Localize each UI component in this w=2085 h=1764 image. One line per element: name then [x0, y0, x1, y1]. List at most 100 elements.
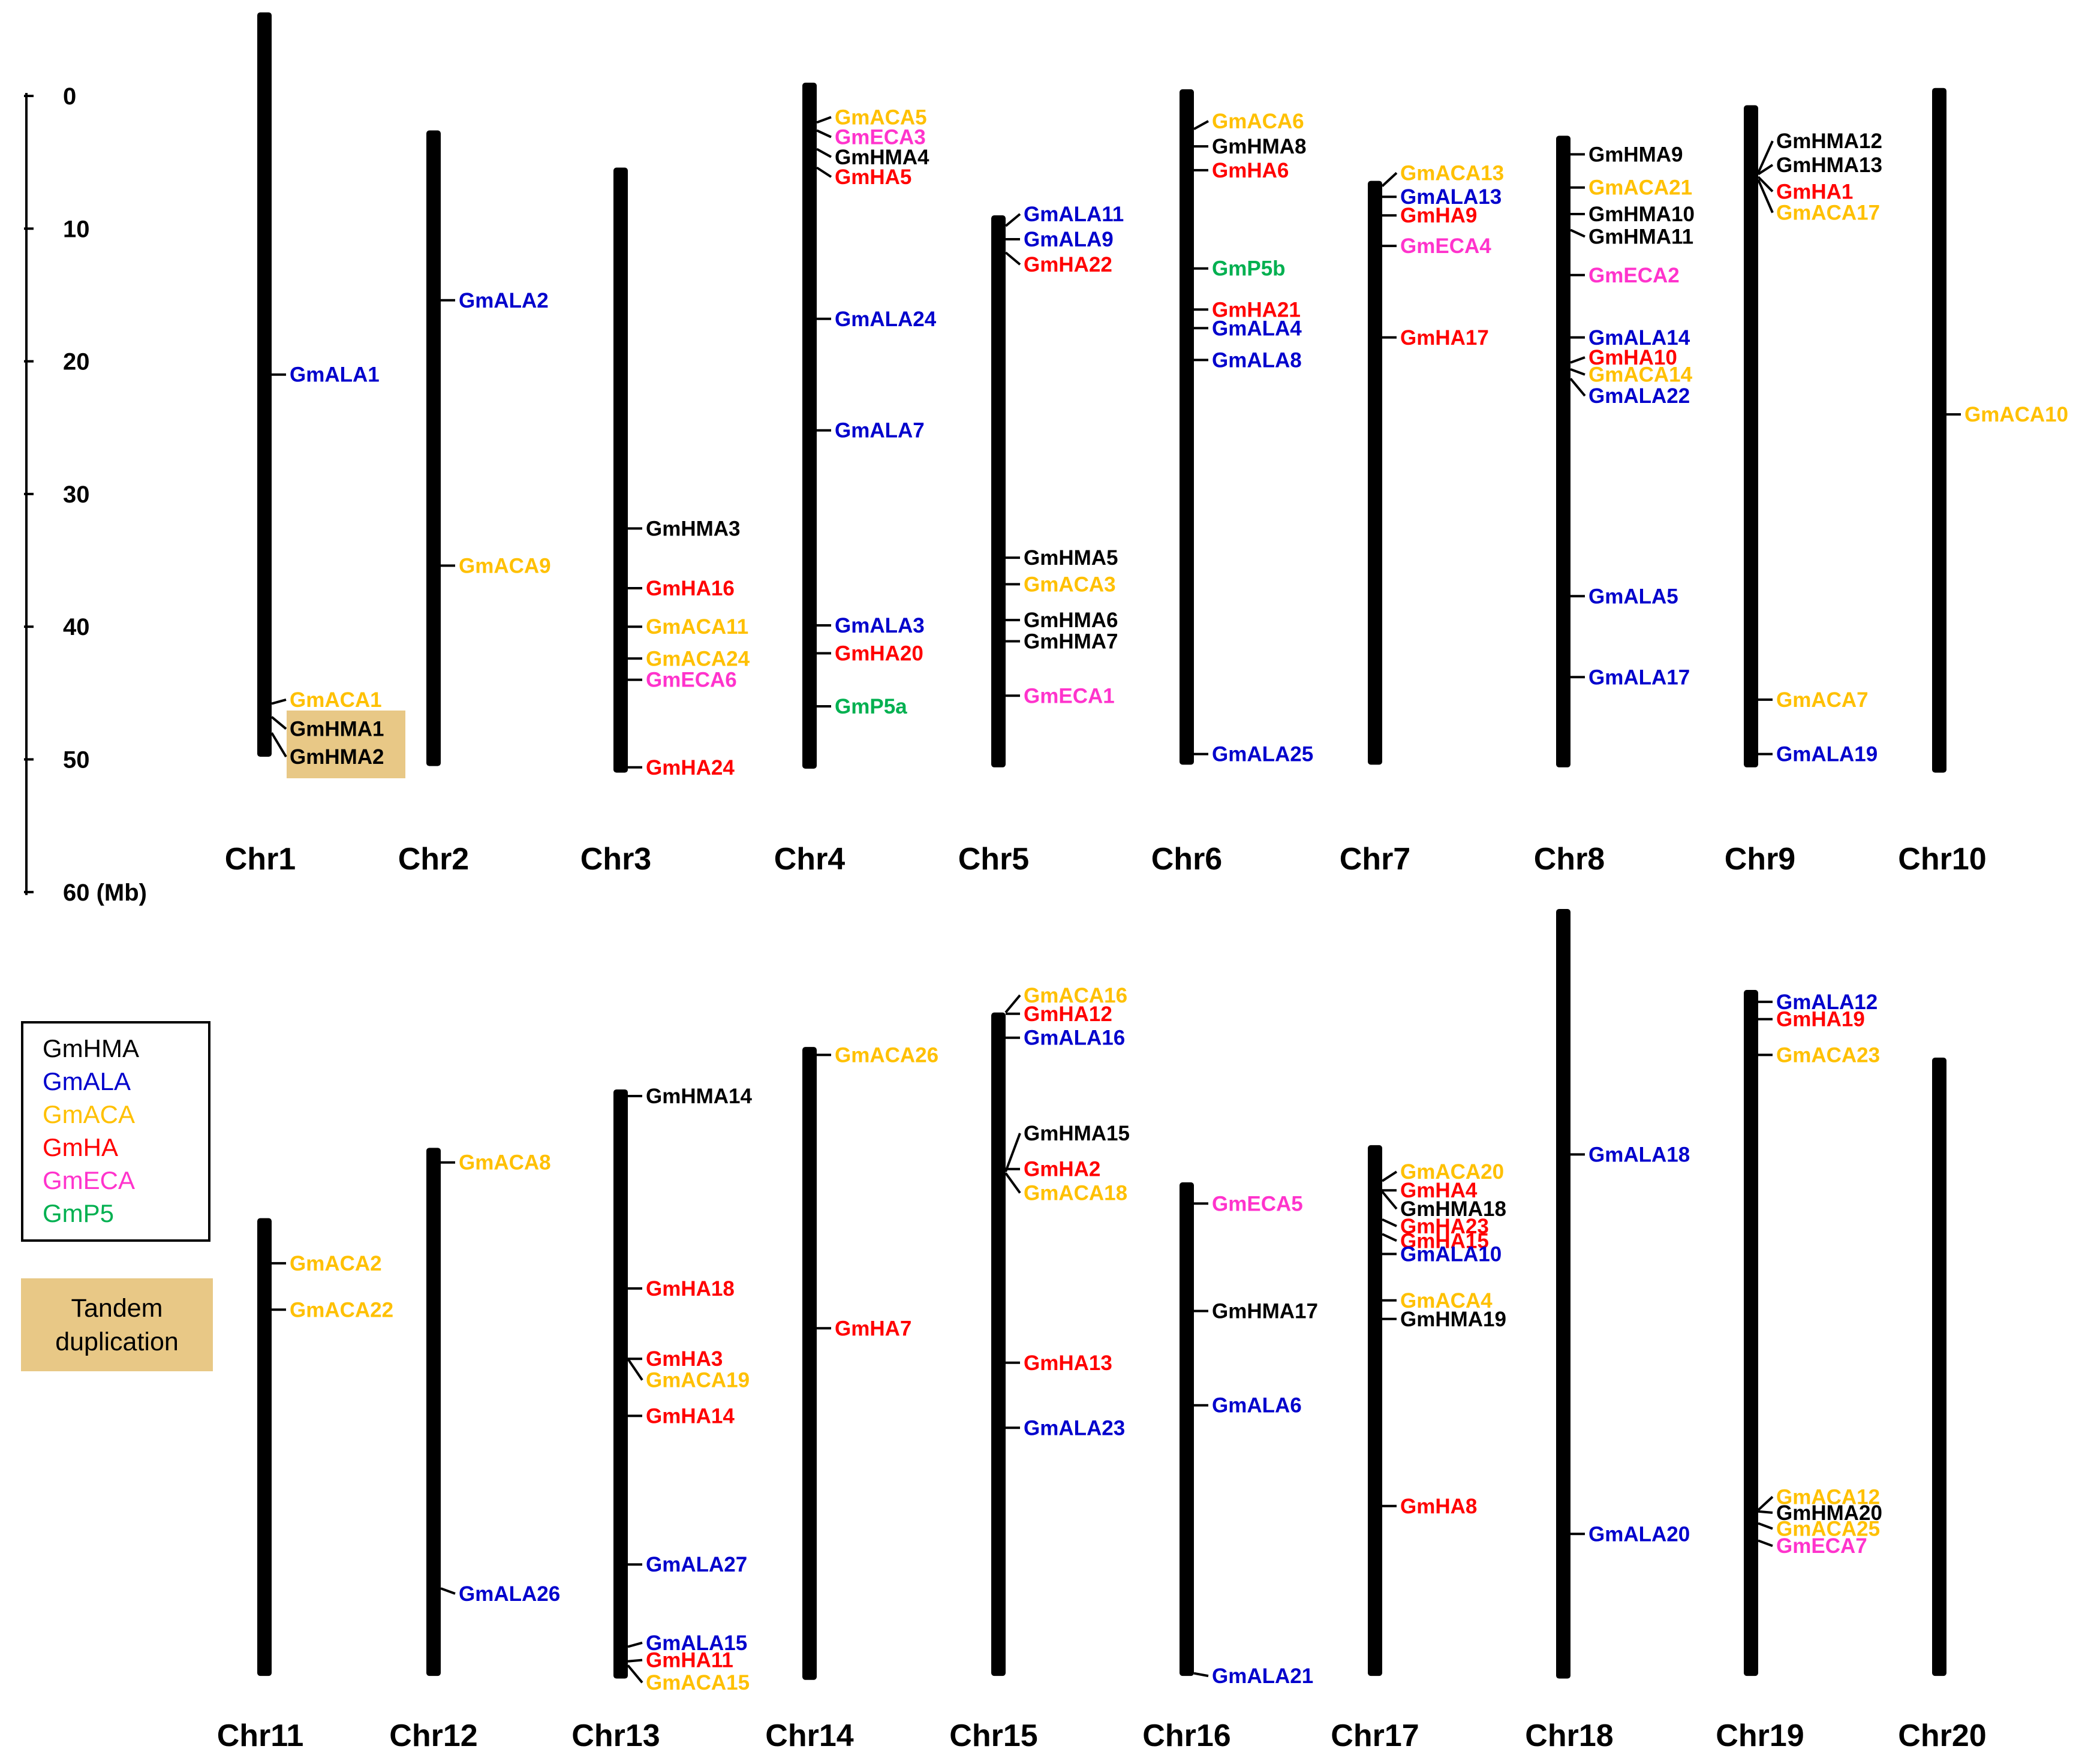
gene-label: GmHMA13 — [1776, 153, 1882, 177]
gene-label: GmALA23 — [1024, 1416, 1125, 1440]
gene-label: GmHA4 — [1400, 1179, 1478, 1202]
chromosome-bar — [426, 1148, 441, 1676]
gene-label: GmHA18 — [646, 1277, 735, 1301]
gene-label: GmALA18 — [1588, 1143, 1690, 1166]
gene-label: GmALA17 — [1588, 666, 1690, 689]
gene-label: GmACA7 — [1776, 688, 1869, 712]
gene-label: GmALA9 — [1024, 228, 1114, 251]
chromosome-bar — [1744, 989, 1758, 1676]
legend-item-p5: GmP5 — [43, 1199, 115, 1227]
gene-label: GmACA10 — [1964, 403, 2068, 426]
chromosome-label: Chr14 — [765, 1718, 853, 1753]
gene-label: GmACA8 — [459, 1151, 551, 1175]
gene-label: GmACA1 — [290, 688, 382, 712]
chromosome-label: Chr17 — [1331, 1718, 1419, 1753]
gene-label: GmHMA5 — [1024, 546, 1118, 570]
chromosome-label: Chr12 — [389, 1718, 477, 1753]
gene-tick — [1381, 1170, 1398, 1182]
gene-label: GmALA8 — [1212, 348, 1302, 372]
chromosome-chr12: Chr12 GmACA8 GmALA26 — [389, 1148, 560, 1753]
gene-tick — [1381, 1191, 1398, 1210]
legend-item-ala: GmALA — [43, 1067, 131, 1095]
gene-label: GmHMA15 — [1024, 1122, 1130, 1145]
chromosome-chr20: Chr20 — [1898, 1057, 1987, 1753]
gene-label: GmHA19 — [1776, 1008, 1865, 1031]
gene-label: GmHMA17 — [1212, 1300, 1318, 1323]
chromosome-label: Chr3 — [580, 842, 651, 877]
gene-label: GmECA5 — [1212, 1192, 1303, 1215]
tandem-highlight — [287, 711, 405, 778]
gene-label: GmHA8 — [1400, 1495, 1477, 1518]
chromosome-bar — [613, 1089, 628, 1679]
gene-label: GmP5b — [1212, 257, 1286, 281]
gene-label: GmHA2 — [1024, 1158, 1100, 1181]
gene-tick — [816, 129, 832, 139]
chromosome-chr19: Chr19GmALA12GmHA19GmACA23GmACA12GmHMA20G… — [1716, 989, 1882, 1753]
gene-tick — [627, 1664, 643, 1684]
gene-tick — [816, 147, 832, 158]
gene-label: GmACA3 — [1024, 573, 1116, 596]
gene-tick — [1570, 356, 1585, 364]
chromosome-chr1: Chr1 GmALA1 GmACA1 GmHMA1 GmHMA2 — [225, 12, 384, 877]
gene-label: GmHMA4 — [835, 146, 929, 169]
gene-label: GmACA23 — [1776, 1043, 1880, 1067]
gene-tick — [816, 166, 832, 178]
chromosome-label: Chr15 — [949, 1718, 1037, 1753]
gene-tick — [1569, 378, 1586, 397]
gene-label: GmHMA19 — [1400, 1308, 1506, 1331]
scale-tick-label: 60 (Mb) — [63, 880, 147, 906]
gene-label: GmHMA3 — [646, 517, 741, 540]
chromosome-bar — [1932, 1057, 1946, 1676]
scale-tick-label: 50 — [63, 747, 90, 773]
gene-label: GmALA2 — [459, 289, 549, 312]
gene-label: GmACA4 — [1400, 1289, 1493, 1313]
gene-tick — [1382, 1233, 1397, 1242]
gene-label: GmHA5 — [835, 165, 911, 189]
gene-label: GmALA25 — [1212, 743, 1313, 766]
gene-label: GmHMA9 — [1588, 143, 1683, 166]
chromosome-bar — [1368, 180, 1382, 765]
chromosomes: Chr1 GmALA1 GmACA1 GmHMA1 GmHMA2 Chr2 GmALA2 Gm… — [217, 12, 2068, 1753]
gene-tick — [1004, 1172, 1021, 1194]
gene-label: GmHMA6 — [1024, 609, 1118, 632]
gene-label: GmECA2 — [1588, 264, 1680, 287]
gene-label: GmACA20 — [1400, 1160, 1504, 1184]
chromosome-bar — [613, 167, 628, 773]
gene-label: GmHA12 — [1024, 1003, 1112, 1026]
gene-label: GmHMA10 — [1588, 203, 1695, 226]
gene-label: GmACA14 — [1588, 363, 1693, 387]
gene-label: GmECA4 — [1400, 234, 1491, 258]
gene-tick — [1004, 213, 1021, 227]
gene-label: GmALA13 — [1400, 185, 1502, 209]
chromosome-label: Chr1 — [225, 842, 296, 877]
gene-tick — [1004, 251, 1021, 266]
gene-label: GmALA27 — [646, 1553, 747, 1576]
gene-tick — [627, 1641, 643, 1648]
gene-label: GmACA21 — [1588, 176, 1692, 200]
gene-label: GmECA1 — [1024, 684, 1115, 708]
gene-label: GmHA16 — [646, 577, 735, 600]
gene-tick — [1757, 176, 1774, 192]
chromosome-bar — [1556, 136, 1570, 767]
gene-label: GmHA3 — [646, 1347, 723, 1371]
chromosome-label: Chr18 — [1525, 1718, 1613, 1753]
chromosome-bar — [426, 130, 441, 766]
gene-label: GmECA6 — [646, 669, 737, 692]
chromosome-bar — [1180, 1182, 1194, 1676]
chromosome-chr11: Chr11 GmACA2 GmACA22 — [217, 1218, 393, 1753]
gene-tick — [1382, 1218, 1397, 1227]
gene-label: GmHMA20 — [1776, 1501, 1882, 1525]
gene-label: GmACA9 — [459, 554, 551, 577]
gene-label: GmHA9 — [1400, 204, 1477, 227]
chromosome-label: Chr5 — [958, 842, 1029, 877]
gene-label: GmHA15 — [1400, 1229, 1489, 1253]
gene-label: GmACA12 — [1776, 1485, 1880, 1509]
legend-item-hma: GmHMA — [43, 1034, 139, 1062]
chromosome-chr10: Chr10 GmACA10 — [1898, 88, 2068, 877]
gene-label: GmHMA18 — [1400, 1197, 1506, 1221]
